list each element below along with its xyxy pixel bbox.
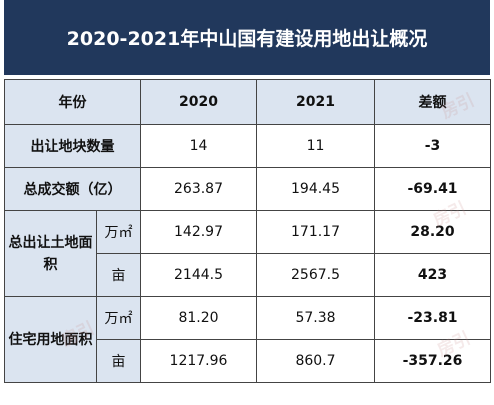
header-diff: 差额 — [374, 79, 491, 125]
cell-land-mu-2020: 2144.5 — [140, 253, 257, 297]
table-row: 总成交额（亿） 263.87 194.45 -69.41 — [4, 167, 491, 211]
unit-land-wan: 万㎡ — [96, 210, 141, 254]
cell-res-wan-diff: -23.81 — [374, 296, 491, 340]
header-2021: 2021 — [256, 79, 375, 125]
cell-parcels-2020: 14 — [140, 124, 257, 168]
table-row: 出让地块数量 14 11 -3 — [4, 124, 491, 168]
cell-res-wan-2021: 57.38 — [256, 296, 375, 340]
unit-res-wan: 万㎡ — [96, 296, 141, 340]
row-group-residential-area: 住宅用地面积 — [4, 296, 97, 383]
table-title: 2020-2021年中山国有建设用地出让概况 — [4, 0, 490, 75]
header-2020: 2020 — [140, 79, 257, 125]
table-row: 亩 1217.96 860.7 -357.26 — [5, 339, 491, 383]
cell-land-wan-2020: 142.97 — [140, 210, 257, 254]
cell-parcels-2021: 11 — [256, 124, 375, 168]
cell-parcels-diff: -3 — [374, 124, 491, 168]
unit-land-mu: 亩 — [96, 253, 141, 297]
table-row: 亩 2144.5 2567.5 423 — [5, 253, 491, 297]
cell-land-wan-diff: 28.20 — [374, 210, 491, 254]
cell-res-wan-2020: 81.20 — [140, 296, 257, 340]
cell-land-wan-2021: 171.17 — [256, 210, 375, 254]
cell-total-diff: -69.41 — [374, 167, 491, 211]
table-row: 住宅用地面积 万㎡ 81.20 57.38 -23.81 — [4, 296, 491, 383]
cell-land-mu-diff: 423 — [374, 253, 491, 297]
unit-res-mu: 亩 — [96, 339, 141, 383]
row-label-total: 总成交额（亿） — [4, 167, 141, 211]
cell-total-2021: 194.45 — [256, 167, 375, 211]
cell-res-mu-diff: -357.26 — [374, 339, 491, 383]
row-group-land-area: 总出让土地面积 — [4, 210, 97, 297]
header-year-label: 年份 — [4, 79, 141, 125]
table-row: 总出让土地面积 万㎡ 142.97 171.17 28.20 — [4, 210, 491, 297]
cell-res-mu-2020: 1217.96 — [140, 339, 257, 383]
cell-land-mu-2021: 2567.5 — [256, 253, 375, 297]
cell-res-mu-2021: 860.7 — [256, 339, 375, 383]
land-transfer-table: 年份 2020 2021 差额 出让地块数量 14 11 -3 总成交额（亿） … — [4, 79, 491, 383]
row-label-parcels: 出让地块数量 — [4, 124, 141, 168]
cell-total-2020: 263.87 — [140, 167, 257, 211]
header-row: 年份 2020 2021 差额 — [4, 79, 491, 125]
